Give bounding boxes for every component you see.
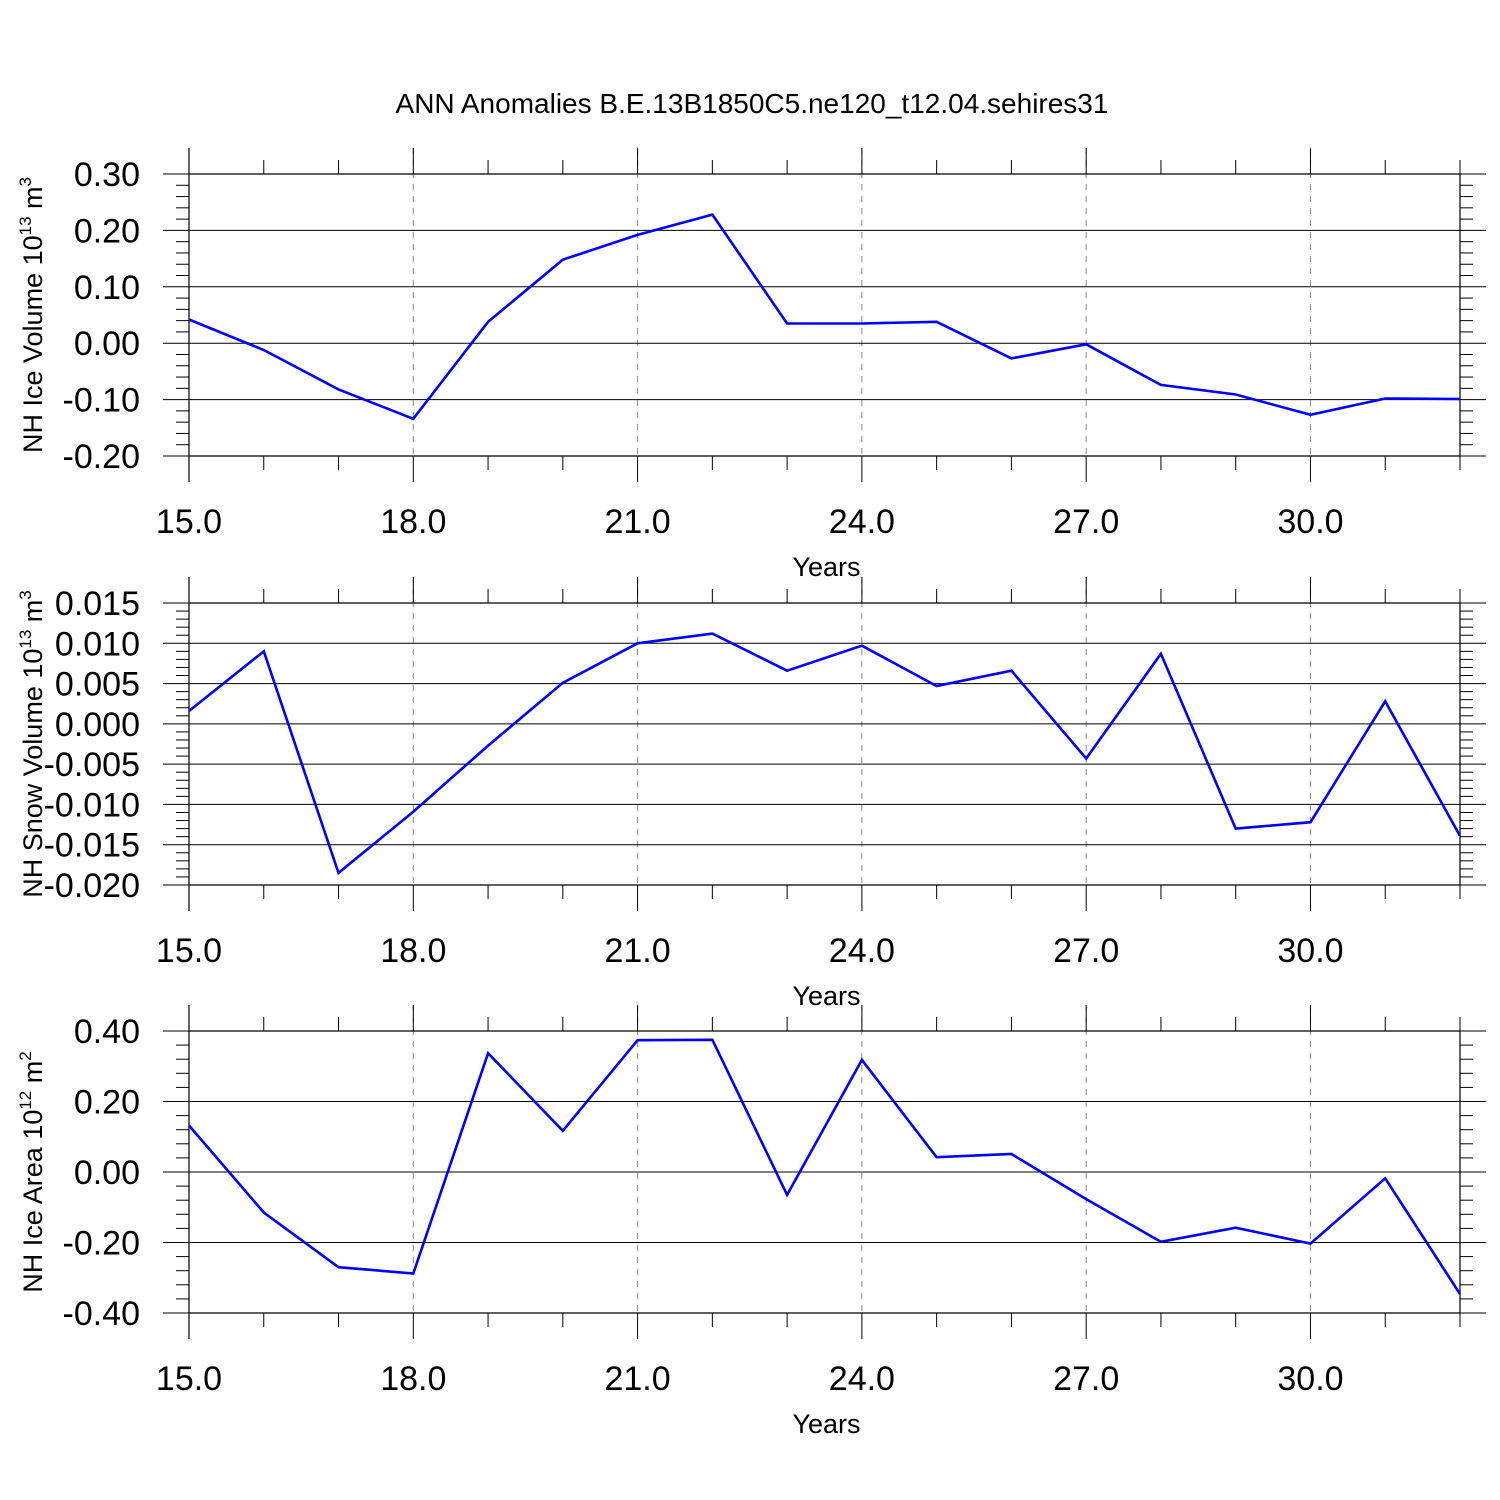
x-tick-label: 24.0	[829, 932, 895, 970]
x-tick-label: 30.0	[1277, 1360, 1343, 1398]
y-axis-title-unit-exponent: 3	[16, 590, 35, 599]
y-tick-label: -0.10	[63, 382, 141, 420]
y-axis-title-main: NH Ice Area 10	[18, 1110, 48, 1293]
series-line	[188, 213, 1461, 421]
x-tick-label: 27.0	[1053, 932, 1119, 970]
x-tick-label: 27.0	[1053, 1360, 1119, 1398]
y-axis-title-exponent: 12	[16, 1091, 35, 1110]
y-tick-label: 0.015	[55, 585, 140, 623]
y-tick-label: -0.005	[44, 746, 140, 784]
y-tick-label: 0.000	[55, 706, 140, 744]
x-tick-label: 18.0	[380, 503, 446, 541]
x-tick-label: 18.0	[380, 932, 446, 970]
x-tick-label: 21.0	[604, 932, 670, 970]
x-axis-title: Years	[792, 1409, 860, 1439]
y-axis-title-unit: m	[18, 1061, 48, 1091]
x-tick-label: 24.0	[829, 503, 895, 541]
x-tick-label: 27.0	[1053, 503, 1119, 541]
y-tick-label: -0.20	[63, 1225, 141, 1263]
y-tick-label: 0.005	[55, 666, 140, 704]
panel-1: 15.0 18.0 21.0 24.0 27.0 30.0 -0.20 -0.10 0.00 0.…	[16, 148, 1486, 582]
panel-2: 15.0 18.0 21.0 24.0 27.0 30.0-0.020-0.015-0.0…	[16, 577, 1486, 1011]
y-tick-label: -0.20	[63, 438, 141, 476]
x-tick-label: 30.0	[1277, 932, 1343, 970]
y-tick-label: 0.00	[74, 1154, 140, 1192]
series-line	[188, 632, 1462, 876]
chart-panels: 15.0 18.0 21.0 24.0 27.0 30.0 -0.20 -0.10 0.00 0.…	[16, 148, 1486, 1439]
series-line	[188, 1038, 1462, 1295]
y-axis-title-unit: m	[18, 186, 48, 216]
y-axis-title-unit-exponent: 2	[16, 1051, 35, 1060]
x-tick-label: 15.0	[156, 932, 222, 970]
x-tick-label: 15.0	[156, 503, 222, 541]
chart-title: ANN Anomalies B.E.13B1850C5.ne120_t12.04…	[396, 88, 1109, 119]
y-tick-label: -0.010	[44, 786, 140, 824]
y-tick-label: 0.30	[74, 156, 140, 194]
x-tick-label: 30.0	[1277, 503, 1343, 541]
x-axis-title: Years	[792, 552, 860, 582]
y-axis-title-exponent: 13	[16, 216, 35, 235]
y-axis-title-main: NH Snow Volume 10	[18, 649, 48, 898]
y-tick-label: 0.010	[55, 625, 140, 663]
panel-3: 15.0 18.0 21.0 24.0 27.0 30.0 -0.40 -0.20 0.00 0.…	[16, 1005, 1486, 1439]
y-tick-label: 0.00	[74, 325, 140, 363]
y-tick-label: 0.40	[74, 1013, 140, 1051]
y-tick-label: 0.20	[74, 212, 140, 250]
y-tick-label: -0.40	[63, 1295, 141, 1333]
x-tick-label: 18.0	[380, 1360, 446, 1398]
y-axis-title-unit-exponent: 3	[16, 177, 35, 186]
x-axis-title: Years	[792, 981, 860, 1011]
y-axis-title: NH Ice Volume 1013 m3	[16, 177, 48, 453]
y-tick-label: -0.015	[44, 827, 140, 865]
y-axis-title-main: NH Ice Volume 10	[18, 235, 48, 453]
y-tick-label: 0.20	[74, 1084, 140, 1122]
y-axis-title-exponent: 13	[16, 630, 35, 649]
x-tick-label: 24.0	[829, 1360, 895, 1398]
x-tick-label: 15.0	[156, 1360, 222, 1398]
y-tick-label: -0.020	[44, 867, 140, 905]
y-axis-title-unit: m	[18, 600, 48, 630]
x-tick-label: 21.0	[604, 503, 670, 541]
y-axis-title: NH Snow Volume 1013 m3	[16, 590, 48, 898]
x-tick-label: 21.0	[604, 1360, 670, 1398]
y-tick-label: 0.10	[74, 269, 140, 307]
y-axis-title: NH Ice Area 1012 m2	[16, 1051, 48, 1292]
